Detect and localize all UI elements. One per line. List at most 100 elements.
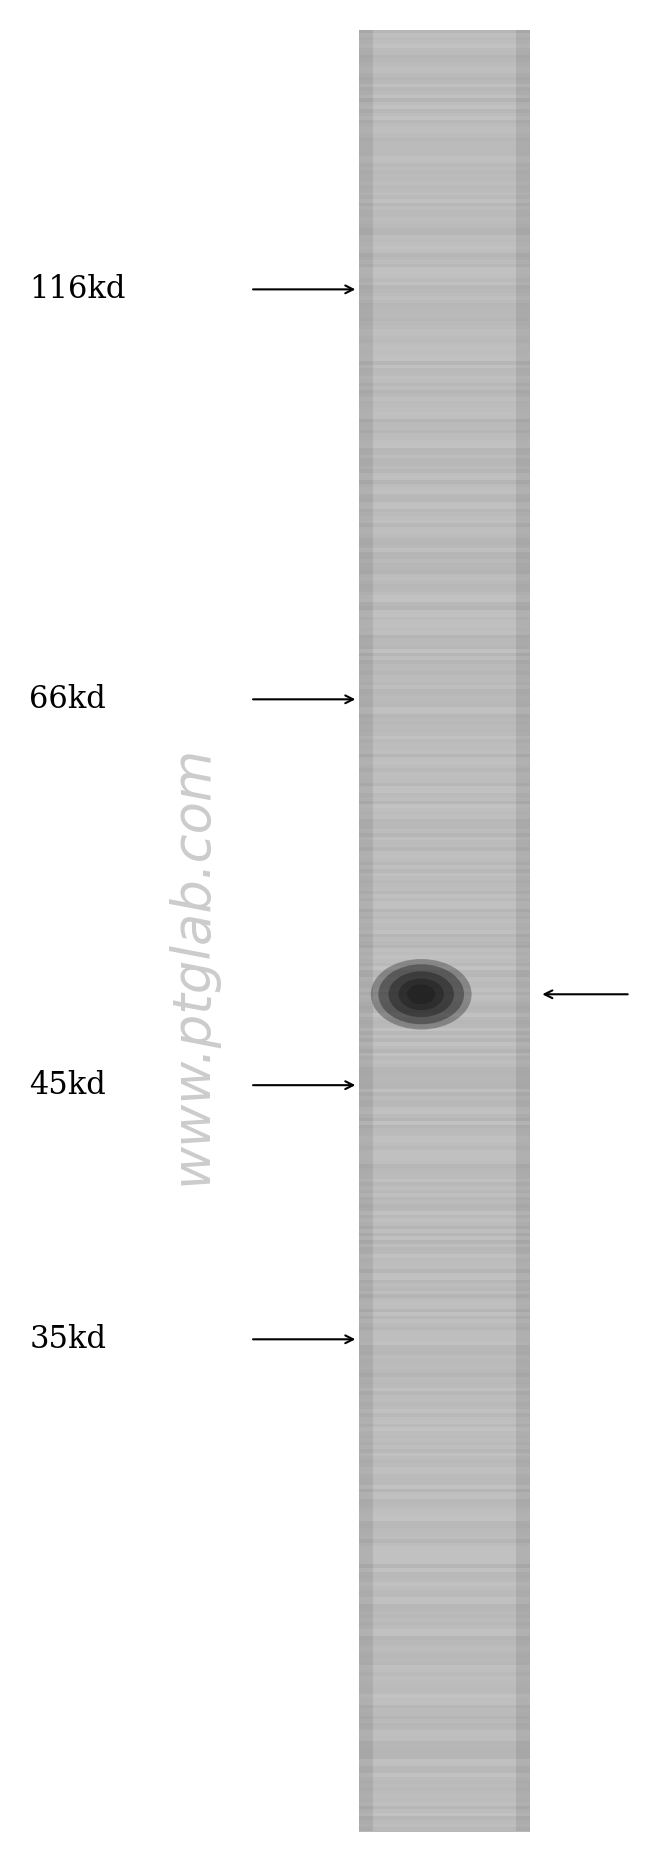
Bar xyxy=(359,1330,530,1336)
Bar xyxy=(359,423,530,427)
Bar xyxy=(359,1154,530,1158)
Bar xyxy=(359,1425,530,1428)
Bar xyxy=(359,419,530,423)
Bar xyxy=(359,1478,530,1482)
Bar xyxy=(359,1078,530,1083)
Bar xyxy=(359,1788,530,1792)
Bar xyxy=(359,454,530,460)
Bar xyxy=(359,1295,530,1298)
Bar xyxy=(359,134,530,139)
Bar xyxy=(359,1406,530,1410)
Bar xyxy=(359,416,530,419)
Bar xyxy=(359,966,530,970)
Bar xyxy=(359,1705,530,1708)
Bar xyxy=(359,833,530,838)
Bar xyxy=(359,1785,530,1788)
Bar xyxy=(359,1117,530,1122)
Bar xyxy=(359,929,530,935)
Bar xyxy=(359,160,530,163)
Bar xyxy=(359,985,530,989)
Bar xyxy=(359,1384,530,1389)
Bar xyxy=(359,386,530,391)
Bar xyxy=(359,362,530,365)
Bar xyxy=(359,260,530,265)
Bar xyxy=(359,1553,530,1558)
Bar xyxy=(359,80,530,85)
Bar xyxy=(359,696,530,701)
Bar xyxy=(359,989,530,992)
Bar xyxy=(359,1452,530,1458)
Bar xyxy=(359,592,530,595)
Bar xyxy=(359,1514,530,1519)
Bar xyxy=(359,538,530,542)
Bar xyxy=(359,794,530,798)
Bar xyxy=(359,239,530,243)
Bar xyxy=(359,69,530,74)
Bar xyxy=(359,1673,530,1677)
Bar xyxy=(359,638,530,644)
Bar xyxy=(359,1107,530,1111)
Bar xyxy=(359,1430,530,1436)
Bar xyxy=(359,887,530,892)
Bar xyxy=(359,1219,530,1222)
Bar xyxy=(359,1740,530,1746)
Bar xyxy=(359,898,530,902)
Bar xyxy=(359,480,530,484)
Bar xyxy=(359,1280,530,1284)
Bar xyxy=(359,304,530,308)
Bar xyxy=(359,1614,530,1619)
Bar xyxy=(359,1265,530,1271)
Bar xyxy=(359,566,530,571)
Bar xyxy=(359,1796,530,1799)
Bar xyxy=(359,1337,530,1341)
Bar xyxy=(359,1612,530,1616)
Bar xyxy=(359,542,530,545)
Bar xyxy=(359,1543,530,1547)
Bar xyxy=(359,1510,530,1516)
Bar xyxy=(359,477,530,480)
Bar xyxy=(359,1139,530,1145)
Bar xyxy=(359,117,530,121)
Bar xyxy=(359,1124,530,1130)
Bar xyxy=(359,569,530,575)
Bar xyxy=(359,1222,530,1226)
Bar xyxy=(359,1747,530,1753)
Bar xyxy=(359,163,530,167)
Bar xyxy=(359,228,530,232)
Bar xyxy=(359,1341,530,1345)
Bar xyxy=(359,1269,530,1273)
Bar xyxy=(359,102,530,106)
Bar xyxy=(359,1176,530,1180)
Bar xyxy=(359,52,530,56)
Bar xyxy=(359,1716,530,1720)
Bar xyxy=(359,1675,530,1681)
Bar xyxy=(359,863,530,866)
Bar xyxy=(359,369,530,373)
Bar xyxy=(359,1193,530,1198)
Bar xyxy=(359,1738,530,1742)
Bar xyxy=(359,1640,530,1645)
Bar xyxy=(359,1352,530,1356)
Bar xyxy=(359,981,530,985)
Ellipse shape xyxy=(389,972,454,1017)
Ellipse shape xyxy=(407,985,436,1004)
Bar xyxy=(359,1697,530,1703)
Bar xyxy=(359,1812,530,1818)
Bar xyxy=(359,772,530,775)
Bar xyxy=(359,531,530,534)
Text: 35kd: 35kd xyxy=(29,1324,106,1354)
Bar xyxy=(359,1744,530,1749)
Bar xyxy=(359,556,530,560)
Bar xyxy=(359,527,530,531)
Bar xyxy=(359,562,530,568)
Bar xyxy=(359,1712,530,1716)
Bar xyxy=(359,729,530,733)
Bar xyxy=(359,595,530,599)
Bar xyxy=(359,1158,530,1161)
Bar xyxy=(359,684,530,690)
Bar xyxy=(359,618,530,621)
Bar xyxy=(359,1582,530,1586)
Bar xyxy=(359,1211,530,1215)
Bar xyxy=(359,623,530,629)
Bar xyxy=(359,45,530,48)
